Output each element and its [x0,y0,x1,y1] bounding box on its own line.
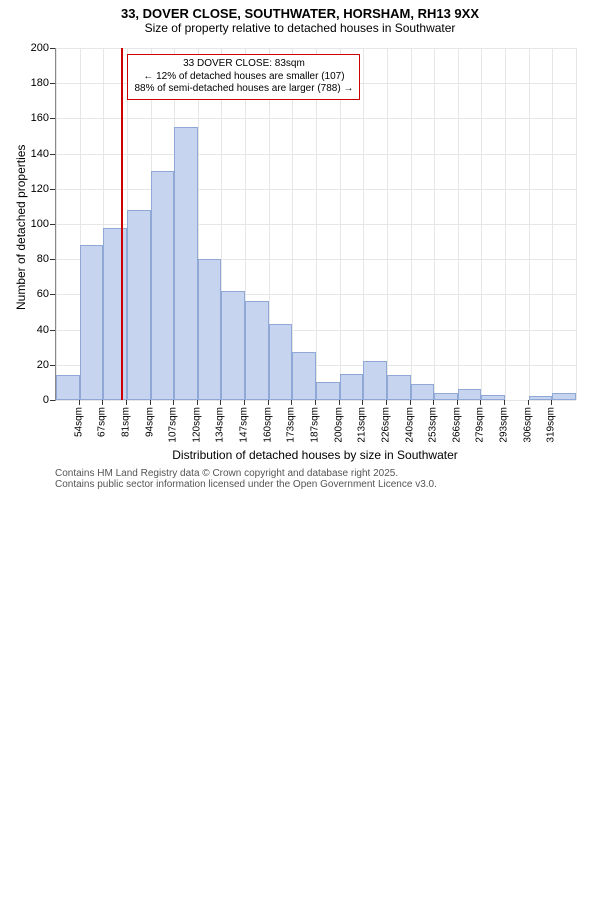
histogram-bar [552,393,576,400]
x-tick-mark [480,400,481,405]
gridline-v [316,48,317,400]
y-tick-label: 0 [0,394,49,406]
x-tick-label: 240sqm [404,407,415,443]
histogram-bar [340,374,364,400]
x-tick-label: 306sqm [522,407,533,443]
marker-line [121,48,123,400]
histogram-bar [174,127,198,400]
x-tick-label: 94sqm [144,407,155,437]
histogram-bar [269,324,293,400]
x-axis-label: Distribution of detached houses by size … [55,448,575,462]
gridline-v [458,48,459,400]
y-tick-label: 20 [0,359,49,371]
x-tick-label: 81sqm [120,407,131,437]
histogram-bar [292,352,316,400]
y-tick-label: 160 [0,112,49,124]
x-tick-mark [315,400,316,405]
x-tick-mark [197,400,198,405]
x-tick-mark [528,400,529,405]
x-tick-mark [244,400,245,405]
y-tick-label: 60 [0,288,49,300]
y-tick-label: 100 [0,218,49,230]
x-tick-mark [291,400,292,405]
x-tick-label: 319sqm [546,407,557,443]
histogram-bar [127,210,151,400]
x-tick-label: 67sqm [97,407,108,437]
x-tick-mark [150,400,151,405]
x-tick-label: 279sqm [475,407,486,443]
x-tick-mark [268,400,269,405]
x-tick-mark [551,400,552,405]
annotation-line-3: 88% of semi-detached houses are larger (… [134,83,353,96]
x-tick-label: 120sqm [191,407,202,443]
x-tick-mark [504,400,505,405]
y-tick-label: 140 [0,148,49,160]
x-tick-label: 266sqm [451,407,462,443]
histogram-bar [198,259,222,400]
x-tick-mark [362,400,363,405]
histogram-bar [458,389,482,400]
histogram-bar [363,361,387,400]
gridline-v [340,48,341,400]
x-tick-mark [457,400,458,405]
x-tick-mark [410,400,411,405]
x-tick-label: 226sqm [380,407,391,443]
histogram-bar [80,245,104,400]
x-tick-label: 160sqm [262,407,273,443]
chart-title: 33, DOVER CLOSE, SOUTHWATER, HORSHAM, RH… [0,0,600,21]
x-tick-label: 253sqm [428,407,439,443]
x-tick-mark [173,400,174,405]
annotation-box: 33 DOVER CLOSE: 83sqm← 12% of detached h… [127,54,360,100]
x-tick-label: 187sqm [310,407,321,443]
histogram-bar [411,384,435,400]
gridline-v [505,48,506,400]
x-tick-mark [433,400,434,405]
gridline-v [363,48,364,400]
y-tick-label: 120 [0,183,49,195]
x-tick-mark [339,400,340,405]
histogram-bar [56,375,80,400]
x-tick-mark [126,400,127,405]
histogram-bar [316,382,340,400]
x-tick-label: 107sqm [168,407,179,443]
y-tick-label: 200 [0,42,49,54]
x-tick-mark [220,400,221,405]
gridline-v [292,48,293,400]
gridline-v [552,48,553,400]
chart-subtitle: Size of property relative to detached ho… [0,21,600,39]
x-tick-label: 147sqm [239,407,250,443]
annotation-line-2: ← 12% of detached houses are smaller (10… [134,71,353,84]
x-tick-label: 173sqm [286,407,297,443]
gridline-v [481,48,482,400]
chart-container: 33, DOVER CLOSE, SOUTHWATER, HORSHAM, RH… [0,0,600,500]
gridline-v [434,48,435,400]
x-tick-mark [79,400,80,405]
gridline-v [387,48,388,400]
x-tick-label: 293sqm [499,407,510,443]
histogram-bar [151,171,175,400]
annotation-line-1: 33 DOVER CLOSE: 83sqm [134,58,353,71]
y-tick-label: 180 [0,77,49,89]
x-tick-label: 213sqm [357,407,368,443]
y-tick-label: 40 [0,324,49,336]
footer-text: Contains HM Land Registry data © Crown c… [55,468,437,490]
gridline-v [576,48,577,400]
plot-area: 33 DOVER CLOSE: 83sqm← 12% of detached h… [55,48,576,401]
footer-line-2: Contains public sector information licen… [55,479,437,490]
histogram-bar [387,375,411,400]
x-tick-label: 200sqm [333,407,344,443]
gridline-v [529,48,530,400]
x-tick-mark [386,400,387,405]
footer-line-1: Contains HM Land Registry data © Crown c… [55,468,437,479]
y-tick-label: 80 [0,253,49,265]
x-tick-label: 134sqm [215,407,226,443]
histogram-bar [221,291,245,400]
gridline-v [411,48,412,400]
histogram-bar [245,301,269,400]
gridline-v [56,48,57,400]
x-tick-label: 54sqm [73,407,84,437]
x-tick-mark [102,400,103,405]
histogram-bar [434,393,458,400]
